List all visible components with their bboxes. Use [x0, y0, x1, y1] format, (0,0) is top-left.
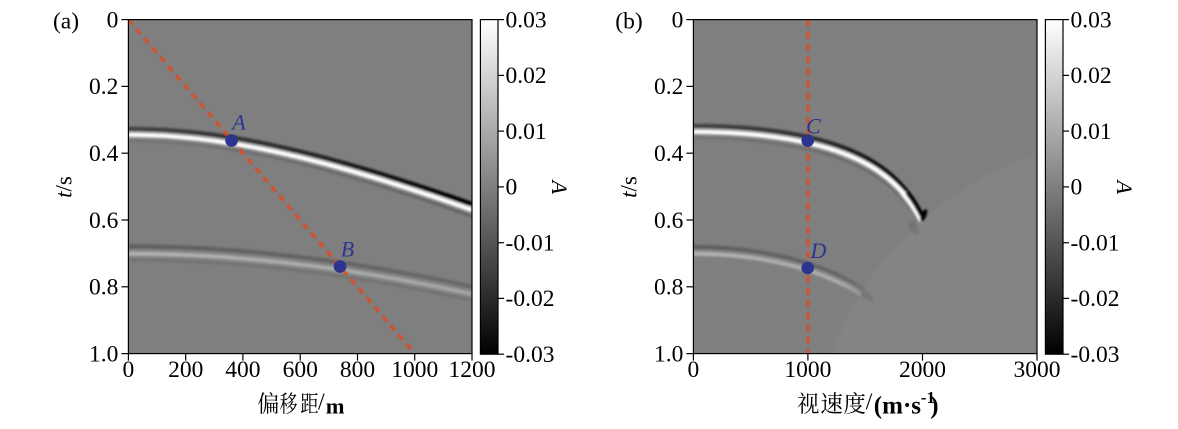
svg-text:0.01: 0.01 [506, 119, 547, 145]
svg-text:-0.01: -0.01 [506, 230, 555, 256]
svg-text:/: / [866, 390, 873, 416]
svg-text:t/s: t/s [617, 176, 642, 198]
svg-text:0.8: 0.8 [89, 275, 118, 301]
svg-text:0.4: 0.4 [654, 141, 684, 167]
svg-text:1000: 1000 [784, 357, 831, 383]
svg-text:0.2: 0.2 [89, 74, 118, 100]
svg-text:0.4: 0.4 [89, 141, 119, 167]
svg-text:A: A [1112, 178, 1137, 194]
svg-text:-0.02: -0.02 [506, 286, 555, 312]
svg-text:800: 800 [340, 357, 375, 383]
svg-text:400: 400 [225, 357, 260, 383]
svg-text:m: m [326, 394, 345, 419]
svg-text:A: A [547, 178, 572, 194]
svg-text:-0.03: -0.03 [506, 342, 555, 368]
svg-text:(a): (a) [53, 8, 79, 34]
svg-text:0.6: 0.6 [89, 208, 119, 234]
svg-text:0: 0 [107, 7, 119, 33]
svg-text:2000: 2000 [899, 357, 946, 383]
svg-text:1.0: 1.0 [89, 341, 118, 367]
svg-text:-0.03: -0.03 [1071, 342, 1120, 368]
svg-text:C: C [806, 113, 821, 138]
svg-text:-0.01: -0.01 [1071, 230, 1120, 256]
svg-text:0.03: 0.03 [1071, 7, 1112, 33]
svg-text:0: 0 [506, 175, 518, 201]
svg-text:0: 0 [123, 357, 135, 383]
svg-text:t/s: t/s [52, 176, 77, 198]
svg-text:0: 0 [672, 7, 684, 33]
svg-text:0.8: 0.8 [654, 275, 683, 301]
svg-text:-0.02: -0.02 [1071, 286, 1120, 312]
svg-text:0.2: 0.2 [654, 74, 683, 100]
svg-text:3000: 3000 [1014, 357, 1061, 383]
svg-text:(b): (b) [615, 8, 642, 34]
svg-text:0: 0 [688, 357, 700, 383]
svg-text:200: 200 [168, 357, 203, 383]
svg-text:0.02: 0.02 [1071, 63, 1112, 89]
svg-text:(m·s: (m·s [874, 393, 921, 420]
svg-text:1200: 1200 [449, 357, 496, 383]
svg-text:0.01: 0.01 [1071, 119, 1112, 145]
svg-text:600: 600 [283, 357, 318, 383]
svg-text:0: 0 [1071, 175, 1083, 201]
svg-text:B: B [341, 236, 354, 261]
svg-text:): ) [930, 393, 938, 420]
svg-text:/: / [318, 390, 325, 416]
svg-text:A: A [230, 109, 246, 134]
svg-text:0.6: 0.6 [654, 208, 684, 234]
svg-text:0.02: 0.02 [506, 63, 547, 89]
svg-text:0.03: 0.03 [506, 7, 547, 33]
svg-text:D: D [810, 238, 827, 263]
svg-text:1.0: 1.0 [654, 341, 683, 367]
svg-text:-1: -1 [921, 388, 935, 407]
svg-text:1000: 1000 [391, 357, 438, 383]
